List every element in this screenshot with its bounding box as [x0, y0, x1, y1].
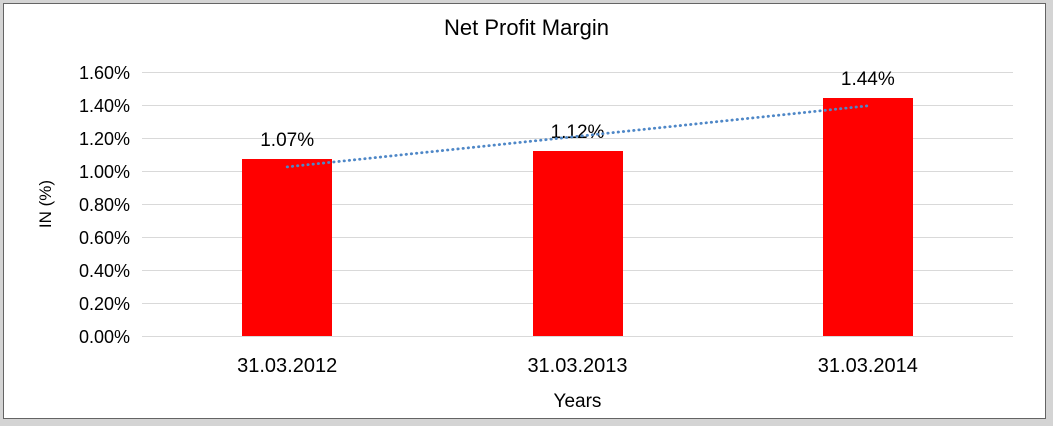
x-axis-title: Years: [553, 391, 602, 412]
bar-value-label: 1.07%: [260, 130, 315, 152]
gridline: [142, 72, 1013, 73]
x-tick-label: 31.03.2013: [527, 355, 628, 377]
chart-title: Net Profit Margin: [443, 15, 610, 40]
y-tick-label: 0.40%: [78, 261, 130, 281]
gridline: [142, 336, 1013, 337]
bar: [532, 151, 623, 336]
trendline-segment: [285, 104, 870, 169]
y-tick-label: 1.60%: [78, 63, 130, 83]
gridline: [142, 138, 1013, 139]
y-tick-label: 1.00%: [78, 162, 130, 182]
gridline: [142, 105, 1013, 106]
y-tick-label: 0.20%: [78, 294, 130, 314]
y-tick-label: 0.60%: [78, 228, 130, 248]
y-tick-label: 0.80%: [78, 195, 130, 215]
bar-value-label: 1.12%: [550, 122, 605, 144]
y-tick-label: 0.00%: [78, 327, 130, 347]
bar: [822, 98, 913, 336]
bar-value-label: 1.44%: [840, 69, 895, 91]
y-tick-label: 1.20%: [78, 129, 130, 149]
x-tick-label: 31.03.2012: [237, 355, 338, 377]
y-tick-label: 1.40%: [78, 96, 130, 116]
bar: [242, 159, 333, 336]
trendline: [285, 104, 870, 169]
x-tick-label: 31.03.2014: [817, 355, 918, 377]
